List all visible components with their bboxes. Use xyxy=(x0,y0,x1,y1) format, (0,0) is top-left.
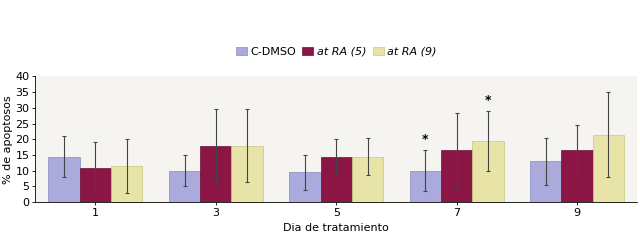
Text: *: * xyxy=(484,94,491,107)
Bar xyxy=(49,156,80,202)
Bar xyxy=(289,172,321,202)
Y-axis label: % de apoptosos: % de apoptosos xyxy=(3,95,13,184)
Text: *: * xyxy=(422,134,429,147)
Legend: C-DMSO, at RA (5), at RA (9): C-DMSO, at RA (5), at RA (9) xyxy=(236,47,437,57)
Bar xyxy=(561,150,593,202)
Bar xyxy=(441,150,472,202)
Bar xyxy=(232,146,263,202)
Bar xyxy=(593,135,624,202)
Bar xyxy=(352,156,383,202)
Bar xyxy=(111,166,142,202)
Bar xyxy=(321,156,352,202)
Bar xyxy=(472,141,504,202)
X-axis label: Dia de tratamiento: Dia de tratamiento xyxy=(284,223,389,233)
Bar xyxy=(200,146,232,202)
Bar xyxy=(530,161,561,202)
Bar xyxy=(169,171,200,202)
Bar xyxy=(80,168,111,202)
Bar xyxy=(410,171,441,202)
